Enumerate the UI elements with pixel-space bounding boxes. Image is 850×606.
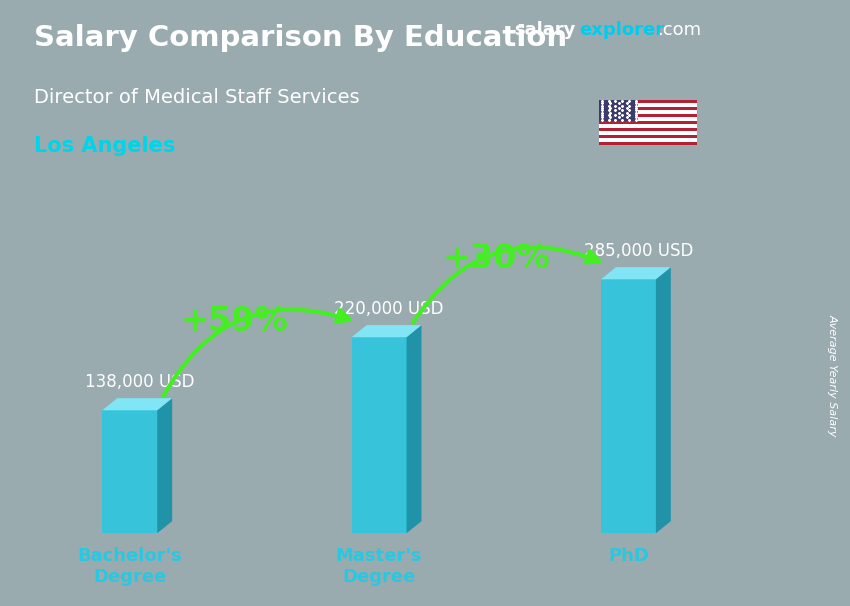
Text: .com: .com xyxy=(657,21,701,39)
Bar xyxy=(599,107,697,110)
Bar xyxy=(599,100,638,121)
Bar xyxy=(599,104,697,107)
Polygon shape xyxy=(406,325,422,533)
Bar xyxy=(599,142,697,145)
Polygon shape xyxy=(601,279,656,533)
Text: Average Yearly Salary: Average Yearly Salary xyxy=(827,315,837,437)
Polygon shape xyxy=(102,410,157,533)
Text: 285,000 USD: 285,000 USD xyxy=(584,242,693,259)
Text: 220,000 USD: 220,000 USD xyxy=(334,299,444,318)
Text: Director of Medical Staff Services: Director of Medical Staff Services xyxy=(34,88,360,107)
Text: Salary Comparison By Education: Salary Comparison By Education xyxy=(34,24,567,52)
Text: +59%: +59% xyxy=(180,305,288,338)
Text: 138,000 USD: 138,000 USD xyxy=(85,373,195,391)
Polygon shape xyxy=(601,267,671,279)
Bar xyxy=(599,100,697,104)
Bar xyxy=(599,110,697,114)
Polygon shape xyxy=(157,398,173,533)
Bar xyxy=(599,124,697,128)
Bar xyxy=(599,132,697,135)
Text: +30%: +30% xyxy=(442,242,550,276)
Text: Los Angeles: Los Angeles xyxy=(34,136,175,156)
Bar xyxy=(599,128,697,132)
Bar xyxy=(599,135,697,138)
Polygon shape xyxy=(352,325,422,337)
Bar xyxy=(599,138,697,142)
Polygon shape xyxy=(656,267,671,533)
Text: salary: salary xyxy=(514,21,575,39)
Polygon shape xyxy=(352,337,406,533)
Bar xyxy=(599,118,697,121)
Bar xyxy=(599,121,697,124)
Text: explorer: explorer xyxy=(579,21,664,39)
Bar xyxy=(599,114,697,118)
Polygon shape xyxy=(102,398,173,410)
